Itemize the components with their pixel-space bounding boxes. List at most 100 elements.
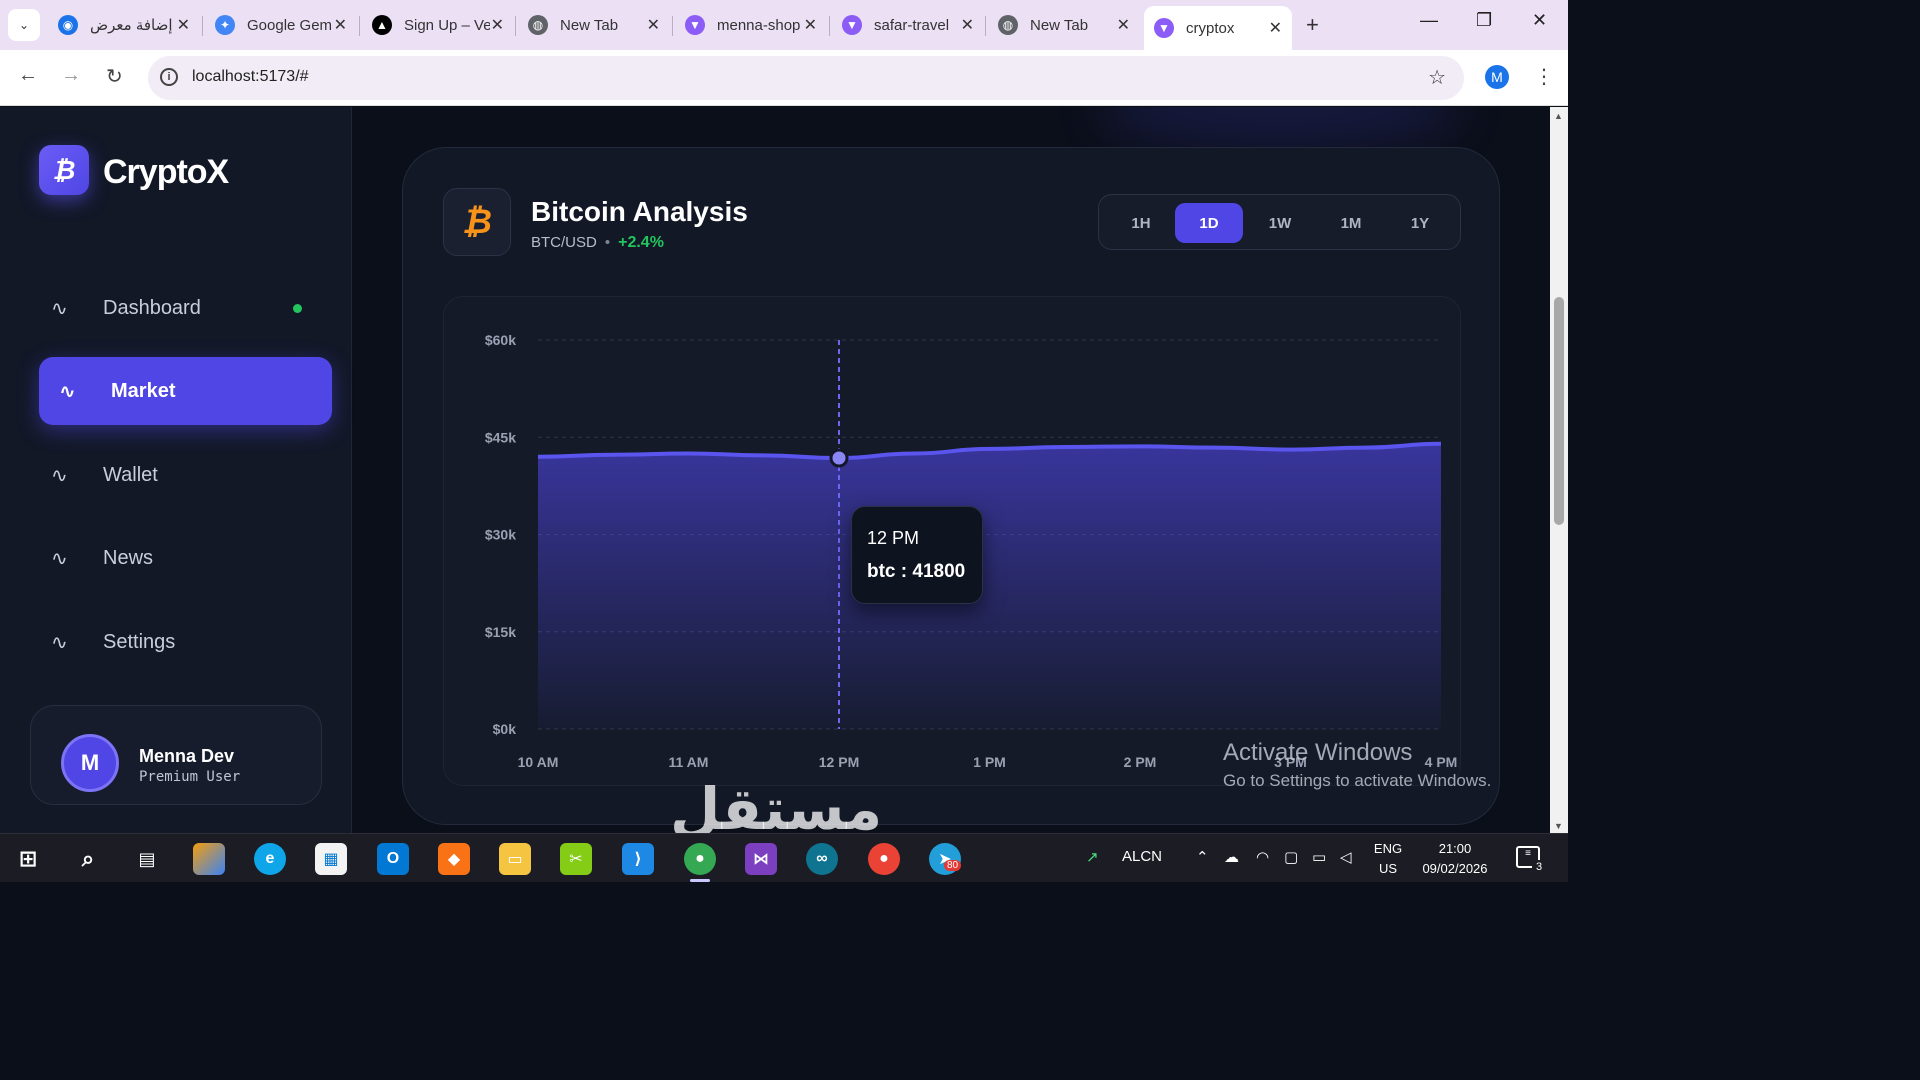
store-icon[interactable]: ▦ <box>315 843 347 875</box>
range-1y-button[interactable]: 1Y <box>1410 214 1430 232</box>
arduino-icon[interactable]: ∞ <box>806 843 838 875</box>
tab-2[interactable]: ✦ Google Gemini✕ <box>205 6 357 44</box>
range-1m-button[interactable]: 1M <box>1340 214 1362 232</box>
close-tab-icon[interactable]: ✕ <box>960 17 974 34</box>
edge-icon[interactable]: e <box>254 843 286 875</box>
page-scrollbar[interactable]: ▲ ▼ <box>1550 107 1568 833</box>
tab-8[interactable]: ▼ cryptox ✕ <box>1144 6 1292 50</box>
tab-title: New Tab <box>560 16 619 34</box>
scrollbar-thumb[interactable] <box>1554 297 1564 525</box>
stock-icon: ↗ <box>1086 849 1099 866</box>
omnibox[interactable]: i localhost:5173/# ☆ <box>148 56 1464 100</box>
chevron-up-icon[interactable]: ⌃ <box>1196 849 1209 866</box>
git-icon[interactable]: ◆ <box>438 843 470 875</box>
new-tab-button[interactable]: + <box>1306 12 1319 37</box>
display-icon[interactable]: ▢ <box>1284 849 1299 866</box>
tab-search-button[interactable]: ⌄ <box>8 9 40 41</box>
copilot-icon[interactable] <box>193 843 225 875</box>
y-tick-label: $30k <box>485 527 516 543</box>
sidebar-item-settings[interactable]: ∿ Settings <box>39 608 332 676</box>
snipping-tool-icon[interactable]: ✂ <box>560 843 592 875</box>
price-chart[interactable]: $60k $45k $30k $15k $0k 10 AM 11 AM 12 PM 1 PM 2… <box>443 296 1461 786</box>
vscode-icon[interactable]: ⟩ <box>622 843 654 875</box>
profile-avatar[interactable]: M <box>1485 65 1509 89</box>
scroll-down-icon[interactable]: ▼ <box>1554 821 1563 831</box>
tray-app-label[interactable]: ALCN <box>1122 848 1163 865</box>
close-tab-icon[interactable]: ✕ <box>176 17 190 34</box>
chrome-profile-icon[interactable]: ● <box>868 843 900 875</box>
activity-icon: ∿ <box>51 631 68 654</box>
scroll-up-icon[interactable]: ▲ <box>1554 111 1563 121</box>
tab-4[interactable]: ◍ New Tab ✕ <box>518 6 670 44</box>
tab-5[interactable]: ▼ menna-shop ✕ <box>675 6 827 44</box>
tab-title: New Tab <box>1030 16 1089 34</box>
close-tab-icon[interactable]: ✕ <box>646 17 660 34</box>
range-1h-button[interactable]: 1H <box>1131 214 1151 232</box>
brand-name: CryptoX <box>103 153 229 191</box>
site-info-icon[interactable]: i <box>160 68 178 86</box>
user-card[interactable]: M Menna Dev Premium User <box>30 705 322 805</box>
close-tab-icon[interactable]: ✕ <box>1268 20 1282 37</box>
sidebar-item-dashboard[interactable]: ∿ Dashboard <box>39 274 332 342</box>
browser-menu-icon[interactable]: ⋮ <box>1534 66 1554 88</box>
avatar: M <box>61 734 119 792</box>
language-indicator[interactable]: ENG US <box>1370 839 1406 879</box>
sidebar-item-market[interactable]: ∿ Market <box>39 357 332 425</box>
vercel-icon: ▲ <box>372 15 392 35</box>
tab-1[interactable]: ◉ إضافة معرض ✕ <box>48 6 200 44</box>
activity-icon: ∿ <box>51 297 68 320</box>
x-tick-label: 12 PM <box>819 754 859 770</box>
onedrive-icon[interactable]: ☁ <box>1224 849 1239 866</box>
sidebar-item-news[interactable]: ∿ News <box>39 524 332 592</box>
range-1d-button[interactable]: 1D <box>1175 203 1243 243</box>
tab-7[interactable]: ◍ New Tab ✕ <box>988 6 1140 44</box>
windows-taskbar: ⊞ ⌕ ▤ e ▦ O ◆ ▭ ✂ ⟩ ● ⋈ ∞ ● ➤ 80 ↗ ALCN … <box>0 833 1568 882</box>
x-tick-label: 3 PM <box>1274 754 1307 770</box>
y-tick-label: $0k <box>493 721 517 737</box>
tab-title: menna-shop <box>717 16 801 34</box>
close-tab-icon[interactable]: ✕ <box>1116 17 1130 34</box>
reload-icon[interactable]: ↻ <box>106 66 123 88</box>
battery-icon[interactable]: ▭ <box>1312 849 1327 866</box>
tab-3[interactable]: ▲ Sign Up – Vercel✕ <box>362 6 514 44</box>
url-text[interactable]: localhost:5173/# <box>192 68 309 85</box>
close-tab-icon[interactable]: ✕ <box>333 17 347 34</box>
activity-icon: ∿ <box>59 380 76 403</box>
tab-title: cryptox <box>1186 19 1235 37</box>
search-icon[interactable]: ⌕ <box>81 846 95 871</box>
visual-studio-icon[interactable]: ⋈ <box>745 843 777 875</box>
chrome-icon[interactable]: ● <box>684 843 716 875</box>
vite-icon: ▼ <box>1154 18 1174 38</box>
clock[interactable]: 21:00 09/02/2026 <box>1410 839 1500 879</box>
volume-icon[interactable]: ◁ <box>1340 849 1352 866</box>
tab-6[interactable]: ▼ safar-travel ✕ <box>832 6 984 44</box>
close-tab-icon[interactable]: ✕ <box>803 17 817 34</box>
task-view-icon[interactable]: ▤ <box>138 848 156 869</box>
outlook-icon[interactable]: O <box>377 843 409 875</box>
pair-label: BTC/USD <box>531 234 597 251</box>
notification-count: 3 <box>1532 860 1546 874</box>
page-title: Bitcoin Analysis <box>531 196 748 227</box>
price-chart-svg[interactable]: $60k $45k $30k $15k $0k 10 AM 11 AM 12 PM 1 PM 2… <box>444 297 1462 787</box>
range-1w-button[interactable]: 1W <box>1268 214 1292 232</box>
range-selector: 1H 1D 1W 1M 1Y <box>1098 194 1461 250</box>
file-explorer-icon[interactable]: ▭ <box>499 843 531 875</box>
restore-icon[interactable]: ❐ <box>1476 10 1493 30</box>
x-tick-label: 2 PM <box>1124 754 1157 770</box>
sidebar-item-wallet[interactable]: ∿ Wallet <box>39 441 332 509</box>
change-badge: +2.4% <box>618 234 664 251</box>
windows-start-icon[interactable]: ⊞ <box>18 846 38 871</box>
notifications-icon[interactable]: ≡ 3 <box>1516 846 1546 874</box>
app-page: ₿ CryptoX ∿ Dashboard ∿ Market ∿ Wallet … <box>0 107 1550 833</box>
telegram-badge: 80 <box>944 860 962 871</box>
close-tab-icon[interactable]: ✕ <box>490 17 504 34</box>
bookmark-star-icon[interactable]: ☆ <box>1428 67 1446 89</box>
tooltip-time: 12 PM <box>867 528 920 548</box>
user-name: Menna Dev <box>139 746 235 766</box>
activity-icon: ∿ <box>51 464 68 487</box>
minimize-icon[interactable]: — <box>1420 10 1438 30</box>
close-window-icon[interactable]: ✕ <box>1532 10 1548 30</box>
forward-icon[interactable]: → <box>61 64 81 86</box>
wifi-icon[interactable]: ◠ <box>1256 849 1270 866</box>
back-icon[interactable]: ← <box>18 64 38 86</box>
